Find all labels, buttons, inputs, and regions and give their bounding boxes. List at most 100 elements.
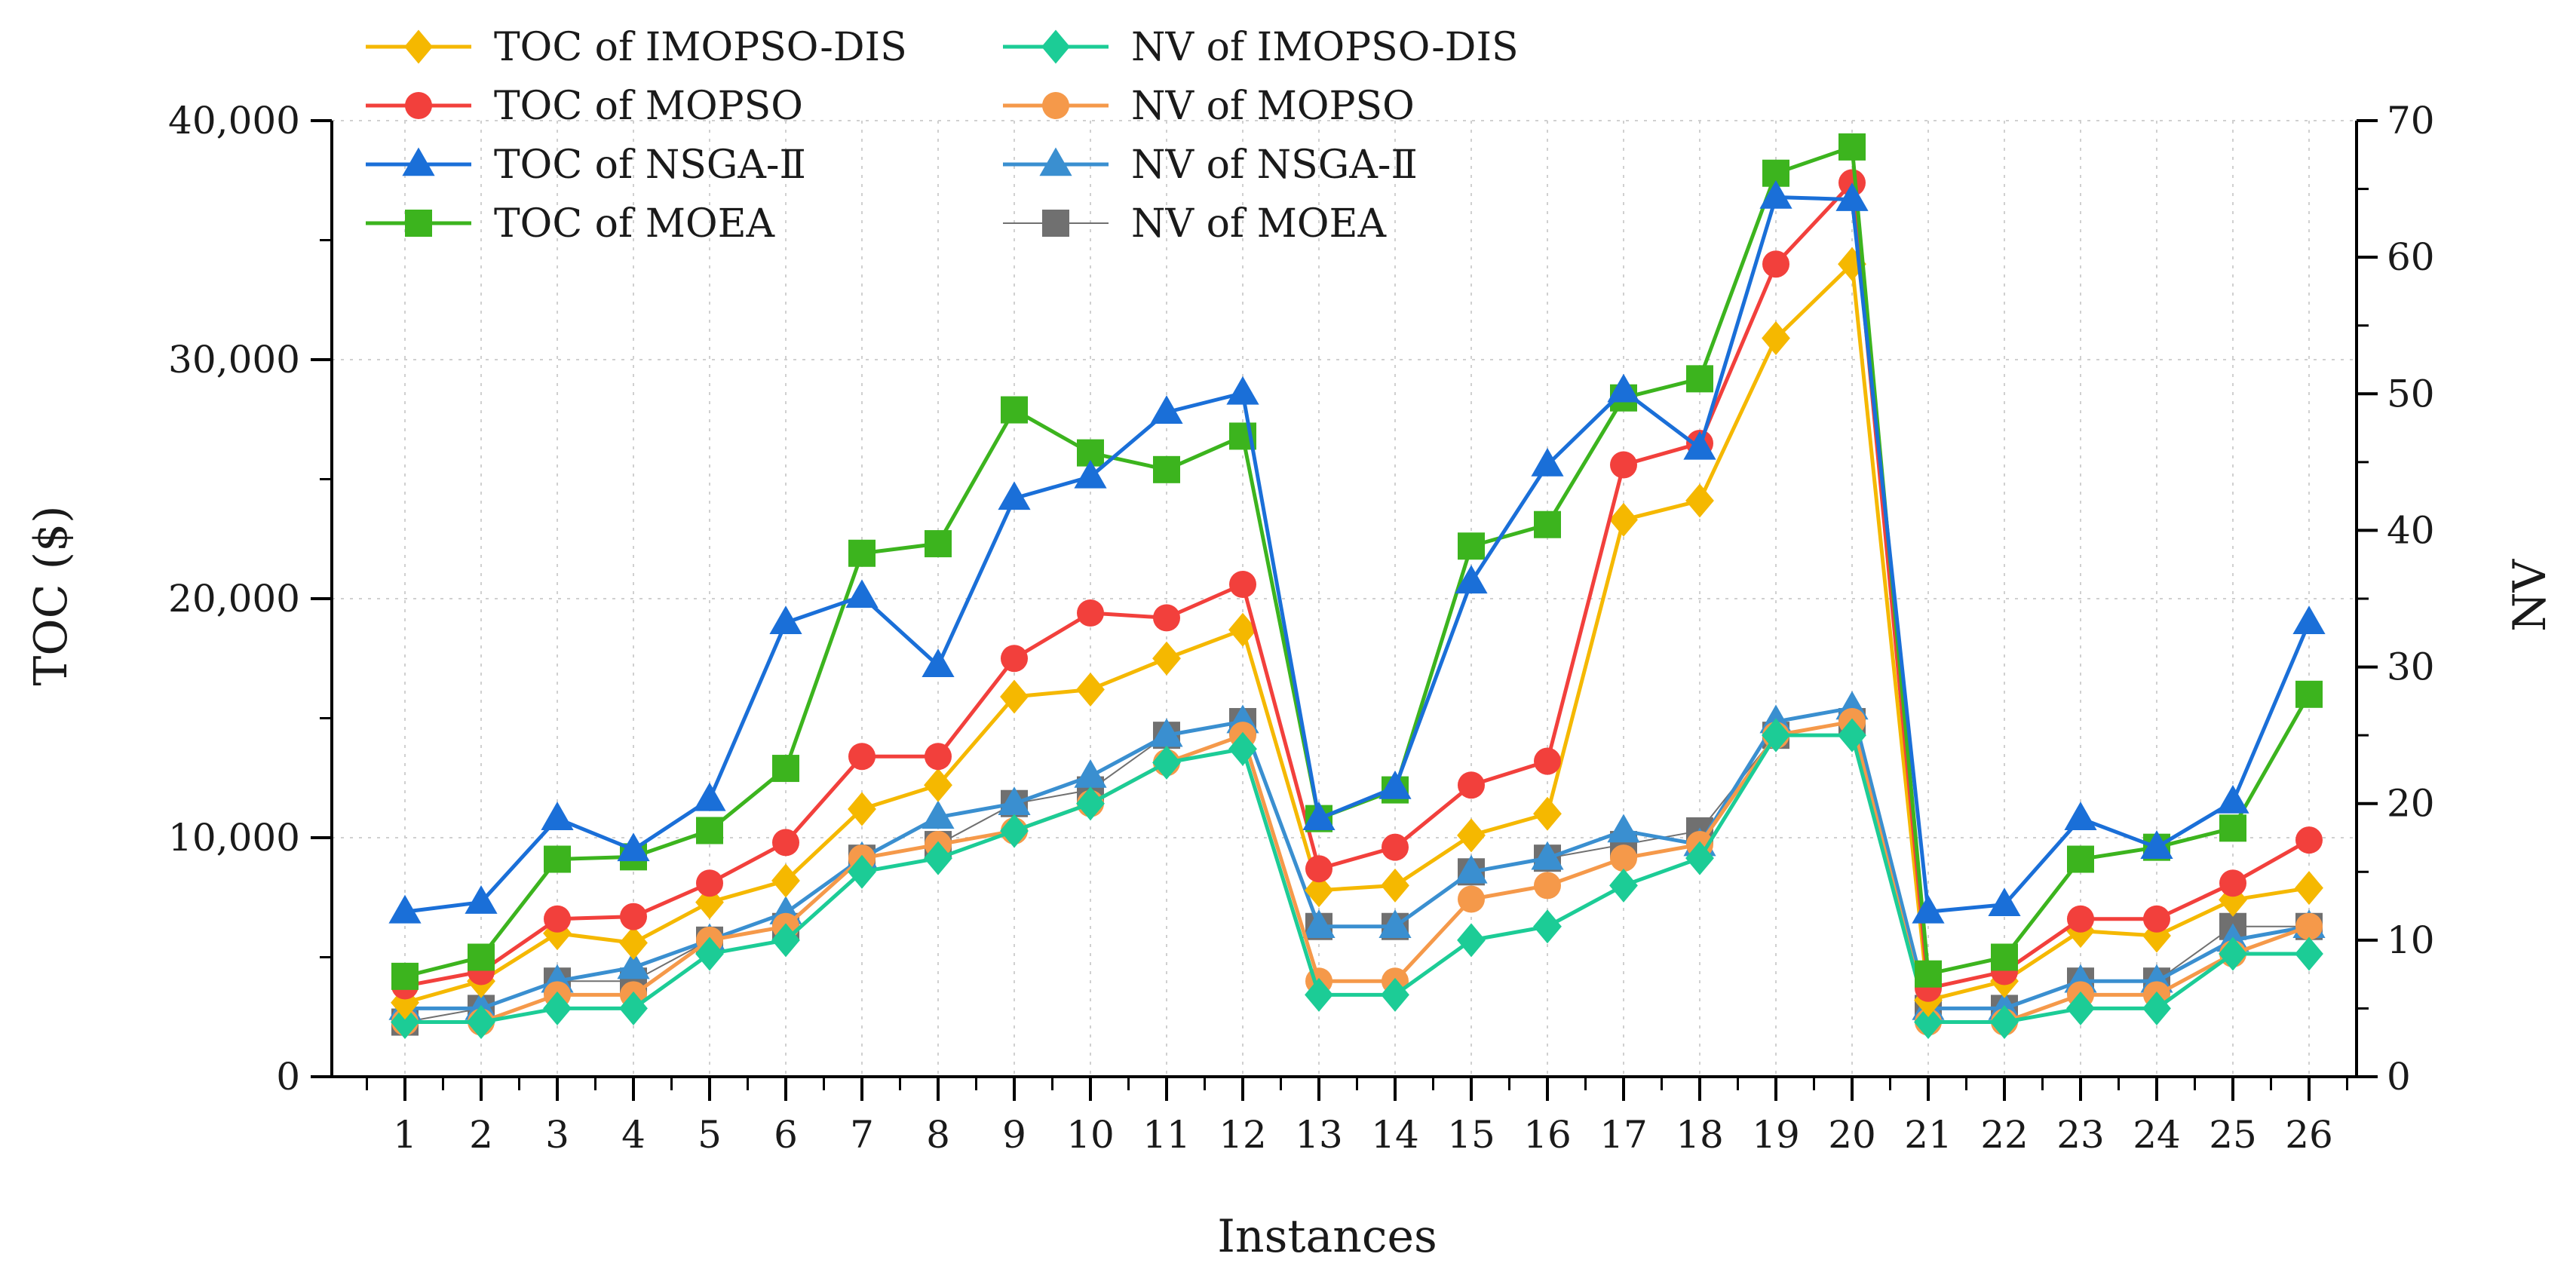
- y-axis-title: TOC ($): [25, 505, 78, 685]
- x-tick-label: 12: [1219, 1113, 1267, 1157]
- data-point: [925, 743, 952, 771]
- series-toc-of-mopso: [391, 169, 2323, 1002]
- data-point: [1378, 770, 1412, 799]
- data-point: [2219, 936, 2247, 971]
- data-point: [693, 782, 726, 811]
- data-point: [1457, 818, 1486, 853]
- data-point: [1762, 718, 1790, 753]
- x-tick-label: 8: [926, 1113, 950, 1157]
- x-tick-label: 7: [850, 1113, 874, 1157]
- series-nv-of-imopso-dis: [391, 718, 2323, 1040]
- data-point: [1835, 182, 1869, 211]
- data-point: [1531, 447, 1564, 477]
- data-point: [467, 1005, 495, 1040]
- legend-item: TOC of MOEA: [366, 201, 776, 247]
- data-point: [1762, 250, 1789, 278]
- data-point: [1991, 943, 2018, 971]
- x-tick-label: 5: [698, 1113, 722, 1157]
- series-toc-of-imopso-dis: [391, 247, 2323, 1020]
- data-point: [1838, 718, 1866, 753]
- y2-tick-label: 30: [2387, 645, 2435, 689]
- data-point: [2219, 869, 2246, 897]
- legend-label: TOC of MOEA: [494, 201, 776, 247]
- data-point: [1076, 672, 1105, 707]
- legend-label: NV of MOEA: [1131, 201, 1387, 247]
- series-line: [404, 195, 2311, 914]
- legend-marker: [404, 29, 433, 64]
- series-line: [405, 733, 2309, 1025]
- data-point: [1531, 841, 1564, 870]
- x-tick-label: 6: [774, 1113, 798, 1157]
- y2-tick-label: 60: [2387, 235, 2435, 279]
- legend-item: TOC of IMOPSO-DIS: [366, 25, 907, 70]
- x-tick-label: 19: [1752, 1113, 1800, 1157]
- x-tick-label: 17: [1599, 1113, 1648, 1157]
- data-point: [696, 817, 723, 844]
- data-point: [2295, 912, 2323, 940]
- x-tick-label: 16: [1523, 1113, 1572, 1157]
- y-tick-label: 30,000: [168, 338, 300, 382]
- data-point: [544, 905, 571, 933]
- data-point: [1153, 455, 1180, 483]
- data-point: [924, 841, 952, 875]
- data-point: [2064, 802, 2097, 830]
- series-nv-of-nsga-: [388, 691, 2326, 1020]
- data-point: [1302, 802, 1336, 830]
- series-line: [404, 180, 2311, 991]
- legend-item: NV of MOPSO: [1003, 84, 1415, 129]
- data-point: [2295, 680, 2323, 708]
- y2-axis-title: NV: [2504, 558, 2556, 632]
- data-point: [1458, 532, 1485, 560]
- series-line: [404, 262, 2310, 1005]
- data-point: [1912, 894, 1945, 924]
- x-tick-label: 13: [1295, 1113, 1343, 1157]
- series-line: [405, 719, 2310, 1025]
- data-point: [1228, 731, 1257, 766]
- y2-tick-label: 50: [2387, 372, 2435, 415]
- data-point: [1000, 679, 1029, 714]
- x-tick-label: 25: [2209, 1113, 2257, 1157]
- data-point: [391, 962, 419, 990]
- data-point: [1534, 747, 1561, 775]
- x-tick-label: 3: [545, 1113, 569, 1157]
- data-point: [922, 648, 955, 678]
- data-point: [1610, 844, 1637, 872]
- data-point: [848, 792, 876, 826]
- legend-marker: [1041, 29, 1070, 64]
- data-point: [1000, 814, 1029, 848]
- x-tick-label: 15: [1447, 1113, 1495, 1157]
- data-point: [925, 530, 952, 558]
- data-point: [1914, 1005, 1943, 1040]
- data-point: [1915, 960, 1942, 988]
- data-point: [772, 755, 799, 783]
- ticks: 0 10,000 20,000 30,000 40,000 0 10 20 30 40 50 60 70…: [168, 99, 2435, 1157]
- x-tick-label: 1: [393, 1113, 417, 1157]
- data-point: [1153, 604, 1180, 632]
- x-tick-label: 14: [1371, 1113, 1419, 1157]
- legend-label: NV of IMOPSO-DIS: [1131, 25, 1519, 70]
- data-point: [1609, 868, 1638, 903]
- data-point: [1533, 909, 1562, 944]
- data-point: [845, 579, 879, 608]
- data-point: [2140, 830, 2173, 859]
- y-tick-label: 40,000: [168, 99, 300, 143]
- x-tick-label: 23: [2056, 1113, 2105, 1157]
- x-tick-label: 10: [1066, 1113, 1115, 1157]
- data-point: [1378, 909, 1412, 939]
- data-point: [1533, 796, 1562, 831]
- legend-marker: [1042, 92, 1069, 119]
- data-point: [468, 943, 495, 971]
- legend-marker: [405, 92, 432, 119]
- series-layer: [388, 133, 2326, 1040]
- data-point: [1455, 565, 1488, 594]
- data-point: [1685, 483, 1714, 518]
- data-point: [1076, 786, 1105, 821]
- data-point: [619, 991, 648, 1025]
- data-point: [1228, 612, 1257, 647]
- series-toc-of-moea: [391, 133, 2323, 990]
- data-point: [2142, 991, 2171, 1025]
- legend-marker: [405, 210, 432, 237]
- data-point: [391, 1005, 419, 1040]
- data-point: [1607, 373, 1640, 403]
- data-point: [2295, 826, 2323, 854]
